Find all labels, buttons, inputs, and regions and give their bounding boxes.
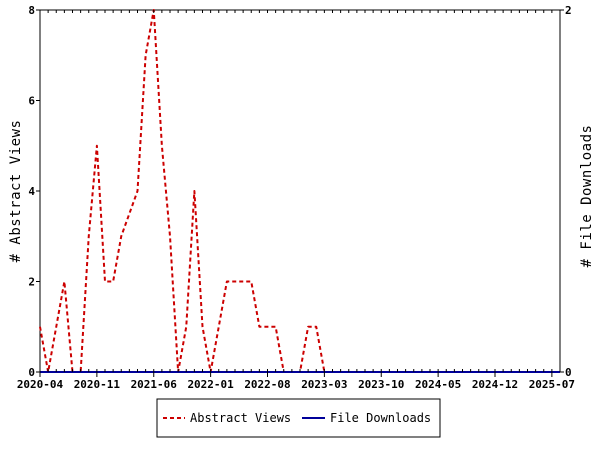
y-tick-label: 8 bbox=[28, 4, 35, 17]
x-tick-label: 2022-08 bbox=[244, 378, 290, 391]
x-tick-label: 2024-12 bbox=[472, 378, 518, 391]
legend-box bbox=[156, 398, 441, 438]
x-tick-label: 2021-06 bbox=[131, 378, 178, 391]
legend-label-file-downloads: File Downloads bbox=[330, 411, 431, 425]
x-tick-label: 2023-03 bbox=[301, 378, 347, 391]
y-tick-label: 4 bbox=[28, 185, 35, 198]
series-layer bbox=[39, 9, 560, 373]
y-axis-title: # Abstract Views bbox=[8, 120, 24, 263]
y-tick-label: 2 bbox=[28, 276, 35, 289]
y2-tick-label: 2 bbox=[565, 4, 572, 17]
y-tick-label: 0 bbox=[28, 366, 35, 379]
x-tick-label: 2022-01 bbox=[187, 378, 234, 391]
x-tick-label: 2020-04 bbox=[17, 378, 64, 391]
series-line-abstract-views bbox=[39, 9, 560, 373]
plot-area bbox=[39, 9, 561, 373]
x-tick-label: 2024-05 bbox=[415, 378, 461, 391]
plot-frame bbox=[39, 9, 561, 373]
legend-label-abstract-views: Abstract Views bbox=[190, 411, 291, 425]
y-tick-label: 6 bbox=[28, 95, 35, 108]
y2-axis-title: # File Downloads bbox=[579, 125, 595, 268]
tick-layer: 2020-04 2020-11 2021-06 2022-01 2022-08 2023-… bbox=[17, 4, 575, 391]
x-tick-label: 2025-07 bbox=[529, 378, 575, 391]
x-tick-label: 2020-11 bbox=[74, 378, 121, 391]
y2-tick-label: 0 bbox=[565, 366, 572, 379]
x-tick-label: 2023-10 bbox=[358, 378, 404, 391]
legend: Abstract Views File Downloads bbox=[156, 398, 441, 438]
